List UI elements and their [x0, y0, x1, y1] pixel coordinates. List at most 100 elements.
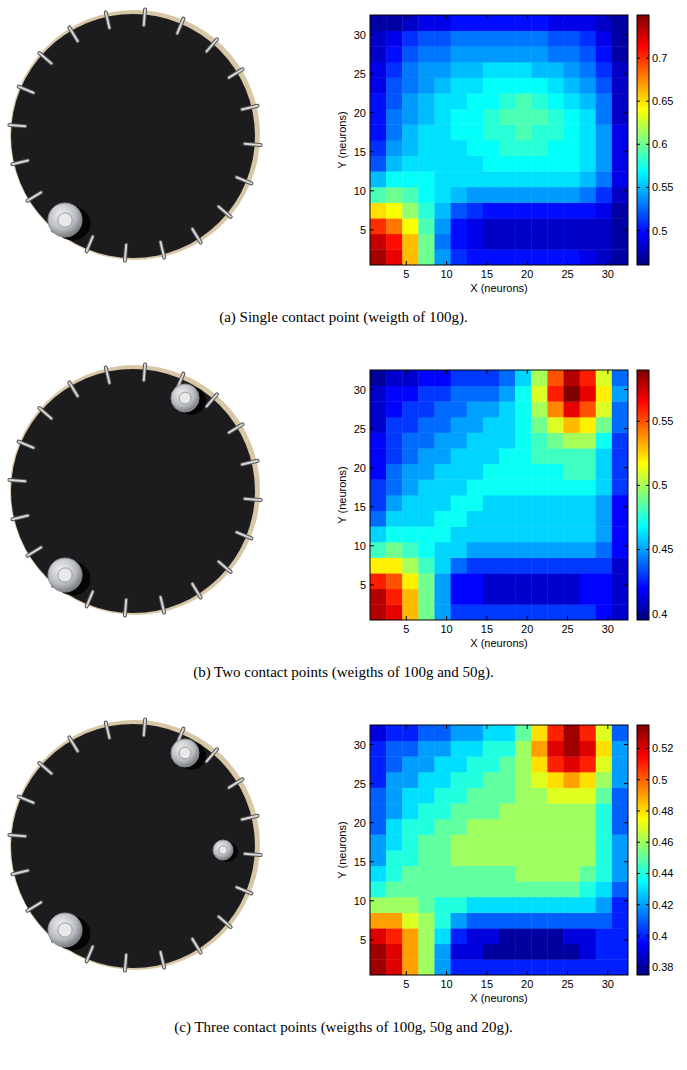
heat-cell [386, 928, 403, 944]
heat-cell [418, 203, 435, 219]
disk [11, 14, 255, 258]
y-tick-label: 30 [354, 384, 366, 396]
heat-cell [612, 913, 628, 929]
heat-cell [547, 526, 564, 542]
heat-cell [483, 187, 500, 203]
heat-cell [402, 756, 419, 772]
heat-cell [467, 495, 484, 511]
x-tick-label: 10 [440, 623, 452, 635]
heat-cell [402, 249, 419, 265]
y-tick [370, 428, 374, 429]
heat-cell [451, 464, 468, 480]
heat-cell [386, 526, 403, 542]
heat-cell [612, 203, 628, 219]
heat-cell [418, 834, 435, 850]
heat-cell [467, 819, 484, 835]
pin-shadow [242, 816, 258, 820]
pin [9, 480, 25, 481]
pin-shadow [125, 245, 126, 261]
heat-cell [499, 756, 516, 772]
heat-cell [612, 573, 628, 589]
heat-cell [435, 109, 452, 125]
x-tick [527, 971, 528, 975]
colorbar-tick-label: 0.55 [652, 415, 673, 427]
heat-cell [499, 913, 516, 929]
heat-cell [564, 881, 581, 897]
heat-cell [596, 897, 613, 913]
heat-cell [547, 897, 564, 913]
heat-cell [531, 124, 548, 140]
x-tick [406, 15, 407, 19]
heat-cell [386, 140, 403, 156]
heat-cell [515, 249, 532, 265]
pin [207, 39, 217, 51]
colorbar-frame [637, 725, 649, 975]
y-tick-label: 20 [354, 462, 366, 474]
heat-cell [531, 171, 548, 187]
heat-cell [564, 386, 581, 402]
pin [12, 516, 28, 520]
heat-cell [564, 788, 581, 804]
heat-cell [531, 866, 548, 882]
heat-cell [418, 928, 435, 944]
heat-cell [435, 234, 452, 250]
heat-cell [580, 187, 597, 203]
heat-cell [467, 464, 484, 480]
heat-cell [531, 46, 548, 62]
heat-cell [531, 604, 548, 620]
heat-cell [418, 573, 435, 589]
x-tick-label: 10 [440, 268, 452, 280]
heat-cell [515, 819, 532, 835]
heat-cell [596, 218, 613, 234]
heat-cell [370, 203, 387, 219]
pin-shadow [144, 9, 145, 25]
heat-cell [370, 218, 387, 234]
heat-cell [499, 725, 516, 741]
heat-cell [580, 401, 597, 417]
heat-cell [515, 78, 532, 94]
heat-cell [370, 604, 387, 620]
heat-cell [564, 156, 581, 172]
heat-cell [612, 772, 628, 788]
heat-cell [386, 156, 403, 172]
heat-cell [483, 511, 500, 527]
heatmap-cells [370, 15, 628, 265]
heat-cell [515, 448, 532, 464]
heat-cell [564, 109, 581, 125]
heat-cell [467, 959, 484, 975]
heat-cell [483, 913, 500, 929]
heat-cell [402, 850, 419, 866]
colorbar-tick [646, 748, 649, 749]
heat-cell [483, 897, 500, 913]
y-tick [370, 112, 374, 113]
heat-cell [596, 433, 613, 449]
heat-cell [612, 479, 628, 495]
heat-cell [467, 881, 484, 897]
heat-cell [386, 15, 403, 31]
pin [245, 499, 261, 500]
heat-cell [483, 124, 500, 140]
x-tick [567, 725, 568, 729]
heat-cell [435, 124, 452, 140]
heat-cell [531, 156, 548, 172]
heat-cell [435, 881, 452, 897]
heat-cell [564, 573, 581, 589]
pin [177, 19, 183, 34]
heat-cell [531, 772, 548, 788]
x-tick [486, 971, 487, 975]
heat-cell [435, 511, 452, 527]
heat-cell [531, 433, 548, 449]
heat-cell [451, 171, 468, 187]
colorbar-tick-label: 0.45 [652, 543, 673, 555]
colorbar-tick [637, 904, 640, 905]
pin-shadow [192, 939, 200, 953]
heat-cell [402, 62, 419, 78]
heat-cell [531, 448, 548, 464]
heat-cell [612, 31, 628, 47]
heat-cell [564, 218, 581, 234]
y-tick [624, 34, 628, 35]
x-tick-label: 20 [521, 268, 533, 280]
heat-cell [451, 834, 468, 850]
heat-cell [564, 772, 581, 788]
heat-cell [467, 386, 484, 402]
